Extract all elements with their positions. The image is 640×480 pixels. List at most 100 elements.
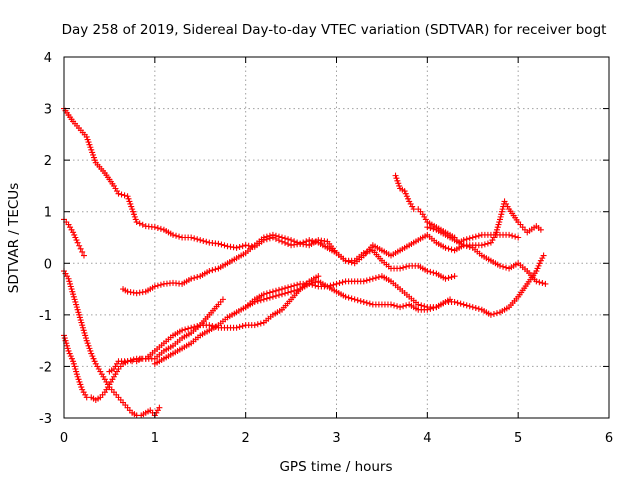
data-point bbox=[68, 355, 75, 362]
data-point bbox=[324, 283, 331, 290]
data-point bbox=[66, 278, 73, 285]
data-point bbox=[533, 268, 540, 275]
data-point bbox=[360, 298, 367, 305]
data-point bbox=[79, 324, 86, 331]
data-point bbox=[497, 262, 503, 269]
data-point bbox=[401, 188, 408, 195]
y-tick-label: -2 bbox=[39, 360, 52, 375]
data-point bbox=[448, 274, 455, 281]
data-point bbox=[91, 358, 98, 365]
data-point bbox=[454, 299, 461, 306]
data-point bbox=[260, 234, 267, 241]
data-point bbox=[130, 211, 137, 218]
data-point bbox=[88, 350, 95, 357]
y-tick-label: 0 bbox=[44, 257, 52, 272]
data-point bbox=[457, 300, 464, 307]
data-point bbox=[288, 288, 295, 295]
data-point bbox=[82, 335, 89, 342]
data-point bbox=[294, 286, 301, 293]
data-point bbox=[339, 279, 346, 286]
data-point bbox=[392, 172, 399, 179]
data-point bbox=[451, 273, 458, 280]
data-point bbox=[76, 242, 83, 249]
data-point bbox=[77, 317, 84, 324]
data-point bbox=[71, 363, 78, 370]
data-point bbox=[74, 373, 81, 380]
data-point bbox=[269, 231, 276, 238]
data-point bbox=[154, 282, 161, 289]
data-point bbox=[182, 326, 189, 333]
y-tick-label: -3 bbox=[39, 412, 52, 427]
data-point bbox=[73, 301, 80, 308]
data-point bbox=[272, 287, 279, 294]
x-tick-label: 0 bbox=[60, 431, 68, 446]
data-point bbox=[537, 226, 544, 233]
data-point bbox=[206, 268, 213, 275]
data-point bbox=[375, 274, 382, 281]
data-point bbox=[366, 276, 373, 283]
data-point bbox=[484, 240, 491, 247]
data-point bbox=[70, 360, 77, 367]
data-point bbox=[67, 280, 74, 287]
data-point bbox=[156, 404, 163, 411]
data-point bbox=[363, 249, 370, 256]
data-point bbox=[130, 208, 137, 215]
data-point bbox=[424, 268, 431, 275]
data-point bbox=[72, 366, 79, 373]
data-point bbox=[127, 357, 134, 364]
data-point bbox=[70, 293, 77, 300]
data-point bbox=[388, 301, 394, 308]
data-point bbox=[84, 340, 91, 347]
data-point bbox=[397, 304, 404, 311]
data-point bbox=[64, 345, 71, 352]
data-point bbox=[294, 239, 301, 246]
data-point bbox=[173, 232, 180, 239]
y-axis-label: SDTVAR / TECUs bbox=[6, 183, 22, 293]
data-point bbox=[115, 190, 122, 197]
data-point bbox=[263, 290, 270, 297]
data-point bbox=[154, 225, 161, 232]
data-point bbox=[139, 221, 146, 228]
data-point bbox=[215, 240, 222, 247]
data-point bbox=[86, 141, 93, 148]
x-tick-label: 1 bbox=[151, 431, 159, 446]
data-point bbox=[306, 237, 313, 244]
data-point bbox=[478, 242, 485, 249]
data-point bbox=[366, 248, 373, 255]
data-point bbox=[285, 236, 292, 243]
data-point bbox=[360, 278, 367, 285]
data-point bbox=[394, 303, 401, 310]
data-point bbox=[128, 203, 135, 210]
series-track-5 bbox=[61, 268, 163, 419]
data-point bbox=[254, 321, 261, 328]
data-point bbox=[451, 298, 458, 305]
data-point bbox=[333, 280, 340, 287]
data-point bbox=[282, 285, 289, 292]
data-point bbox=[72, 298, 79, 305]
axis-ticks bbox=[63, 56, 610, 419]
data-point bbox=[497, 216, 503, 223]
series-track-6 bbox=[61, 296, 226, 403]
data-point bbox=[402, 190, 409, 197]
data-point bbox=[466, 303, 473, 310]
data-point bbox=[363, 277, 370, 284]
data-point bbox=[460, 301, 467, 308]
data-point bbox=[188, 275, 195, 282]
data-point bbox=[327, 282, 334, 289]
data-point bbox=[83, 337, 90, 344]
data-point bbox=[288, 283, 295, 290]
data-point bbox=[132, 216, 139, 223]
x-tick-label: 2 bbox=[242, 431, 250, 446]
data-point bbox=[124, 358, 131, 365]
data-point bbox=[188, 234, 195, 241]
data-point bbox=[124, 193, 131, 200]
data-point bbox=[121, 192, 128, 199]
data-point bbox=[430, 225, 437, 232]
data-point bbox=[475, 232, 482, 239]
data-point bbox=[415, 301, 422, 308]
data-point bbox=[534, 265, 541, 272]
data-point bbox=[442, 244, 449, 251]
data-point bbox=[403, 193, 410, 200]
data-point bbox=[251, 322, 258, 329]
